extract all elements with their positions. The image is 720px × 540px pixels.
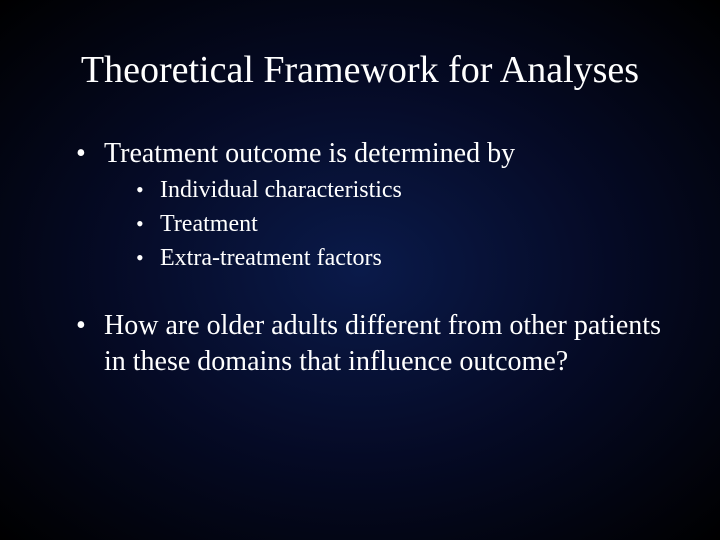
bullet-item-level2: Treatment (136, 209, 664, 241)
slide-container: Theoretical Framework for Analyses Treat… (0, 0, 720, 540)
bullet-item-level1: Treatment outcome is determined by Indiv… (76, 136, 664, 275)
bullet-list-level1: Treatment outcome is determined by Indiv… (56, 136, 664, 381)
bullet-text: Treatment (160, 211, 258, 237)
bullet-item-level2: Individual characteristics (136, 175, 664, 207)
bullet-item-level1: How are older adults different from othe… (76, 308, 664, 380)
slide-title: Theoretical Framework for Analyses (56, 48, 664, 94)
bullet-item-level2: Extra-treatment factors (136, 243, 664, 275)
bullet-list-level2: Individual characteristics Treatment Ext… (104, 175, 664, 274)
bullet-text: Treatment outcome is determined by (104, 138, 515, 169)
bullet-text: Individual characteristics (160, 177, 402, 203)
bullet-text: Extra-treatment factors (160, 245, 382, 271)
bullet-text: How are older adults different from othe… (104, 310, 661, 377)
